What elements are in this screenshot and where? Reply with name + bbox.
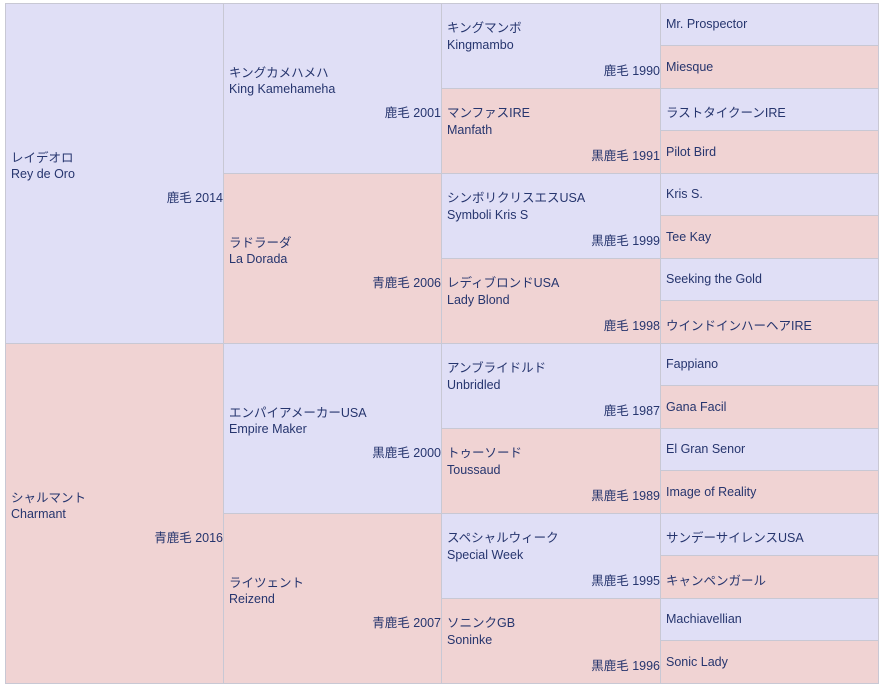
dam-cell: シャルマント Charmant 青鹿毛 2016: [5, 343, 224, 684]
coat-year: 青鹿毛 2007: [372, 616, 441, 630]
coat-year: 鹿毛 2001: [384, 106, 441, 120]
coat-year: 鹿毛 1987: [603, 404, 660, 418]
horse-name-en: Kingmambo: [447, 38, 514, 52]
horse-name-en: Symboli Kris S: [447, 208, 529, 222]
horse-name-en: Charmant: [11, 507, 66, 521]
horse-name-en: Soninke: [447, 633, 493, 647]
horse-name-en: Reizend: [229, 592, 275, 606]
dam-dam-cell: ライツェント Reizend 青鹿毛 2007: [223, 513, 442, 684]
coat-year: 鹿毛 2014: [166, 191, 223, 205]
gen4-cell: キャンペンガール: [660, 555, 879, 599]
coat-year: 黒鹿毛 1989: [591, 489, 660, 503]
horse-name-jp[interactable]: ラドラーダ: [229, 236, 292, 250]
horse-name-jp[interactable]: ライツェント: [229, 576, 305, 590]
gen3-cell: ソニンクGB Soninke 黒鹿毛 1996: [441, 598, 661, 684]
gen4-cell: Tee Kay: [660, 215, 879, 259]
horse-name-jp[interactable]: キングカメハメハ: [229, 66, 329, 80]
horse-name-en: King Kamehameha: [229, 82, 336, 96]
horse-name-en: Toussaud: [447, 463, 501, 477]
horse-name-jp[interactable]: ソニンクGB: [447, 616, 516, 630]
gen4-cell: Kris S.: [660, 173, 879, 216]
horse-name[interactable]: Pilot Bird: [666, 145, 717, 159]
sire-dam-cell: ラドラーダ La Dorada 青鹿毛 2006: [223, 173, 442, 344]
horse-name[interactable]: Miesque: [666, 60, 714, 74]
coat-year: 黒鹿毛 1991: [591, 149, 660, 163]
gen3-cell: キングマンボ Kingmambo 鹿毛 1990: [441, 3, 661, 89]
gen4-cell: Machiavellian: [660, 598, 879, 641]
coat-year: 黒鹿毛 1999: [591, 234, 660, 248]
horse-name[interactable]: Tee Kay: [666, 230, 712, 244]
gen3-cell: スペシャルウィーク Special Week 黒鹿毛 1995: [441, 513, 661, 599]
horse-name-en: Special Week: [447, 548, 524, 562]
coat-year: 黒鹿毛 2000: [372, 446, 441, 460]
horse-name-jp[interactable]: エンパイアメーカーUSA: [229, 406, 367, 420]
gen4-cell: Miesque: [660, 45, 879, 89]
coat-year: 黒鹿毛 1995: [591, 574, 660, 588]
horse-name[interactable]: Machiavellian: [666, 612, 742, 626]
gen4-cell: Seeking the Gold: [660, 258, 879, 301]
horse-name-en: Empire Maker: [229, 422, 307, 436]
gen4-cell: Mr. Prospector: [660, 3, 879, 46]
horse-name-jp[interactable]: キングマンボ: [447, 21, 522, 35]
gen4-cell: Image of Reality: [660, 470, 879, 514]
gen3-cell: レディブロンドUSA Lady Blond 鹿毛 1998: [441, 258, 661, 344]
dam-sire-cell: エンパイアメーカーUSA Empire Maker 黒鹿毛 2000: [223, 343, 442, 514]
horse-name-en: Lady Blond: [447, 293, 510, 307]
horse-name[interactable]: Gana Facil: [666, 400, 727, 414]
gen3-cell: シンボリクリスエスUSA Symboli Kris S 黒鹿毛 1999: [441, 173, 661, 259]
horse-name[interactable]: Fappiano: [666, 357, 719, 371]
coat-year: 黒鹿毛 1996: [591, 659, 660, 673]
gen4-cell: El Gran Senor: [660, 428, 879, 471]
horse-name[interactable]: ウインドインハーヘアIRE: [666, 319, 812, 333]
coat-year: 鹿毛 1998: [603, 319, 660, 333]
horse-name-en: Unbridled: [447, 378, 501, 392]
horse-name-jp[interactable]: シンボリクリスエスUSA: [447, 191, 586, 205]
gen4-cell: Fappiano: [660, 343, 879, 386]
horse-name[interactable]: El Gran Senor: [666, 442, 746, 456]
gen4-cell: Sonic Lady: [660, 640, 879, 684]
gen4-cell: Pilot Bird: [660, 130, 879, 174]
horse-name-jp[interactable]: トゥーソード: [447, 446, 523, 460]
sire-cell: レイデオロ Rey de Oro 鹿毛 2014: [5, 3, 224, 344]
horse-name-jp[interactable]: シャルマント: [11, 491, 87, 505]
horse-name-en: La Dorada: [229, 252, 288, 266]
horse-name-jp[interactable]: レイデオロ: [11, 151, 74, 165]
sire-sire-cell: キングカメハメハ King Kamehameha 鹿毛 2001: [223, 3, 442, 174]
horse-name[interactable]: ラストタイクーンIRE: [666, 106, 786, 120]
horse-name-jp[interactable]: レディブロンドUSA: [447, 276, 560, 290]
coat-year: 青鹿毛 2016: [154, 531, 223, 545]
gen4-cell: ラストタイクーンIRE: [660, 88, 879, 131]
coat-year: 青鹿毛 2006: [372, 276, 441, 290]
horse-name-jp[interactable]: スペシャルウィーク: [447, 531, 559, 545]
horse-name[interactable]: サンデーサイレンスUSA: [666, 531, 804, 545]
horse-name-jp[interactable]: アンブライドルド: [447, 361, 547, 375]
horse-name[interactable]: キャンペンガール: [666, 574, 767, 588]
gen3-cell: アンブライドルド Unbridled 鹿毛 1987: [441, 343, 661, 429]
gen3-cell: トゥーソード Toussaud 黒鹿毛 1989: [441, 428, 661, 514]
horse-name-en: Manfath: [447, 123, 493, 137]
gen4-cell: Gana Facil: [660, 385, 879, 429]
horse-name-jp[interactable]: マンファスIRE: [447, 106, 530, 120]
gen4-cell: ウインドインハーヘアIRE: [660, 300, 879, 344]
horse-name-en: Rey de Oro: [11, 167, 75, 181]
horse-name[interactable]: Sonic Lady: [666, 655, 728, 669]
horse-name[interactable]: Image of Reality: [666, 485, 757, 499]
gen3-cell: マンファスIRE Manfath 黒鹿毛 1991: [441, 88, 661, 174]
coat-year: 鹿毛 1990: [603, 64, 660, 78]
gen4-cell: サンデーサイレンスUSA: [660, 513, 879, 556]
horse-name[interactable]: Kris S.: [666, 187, 703, 201]
horse-name[interactable]: Mr. Prospector: [666, 17, 748, 31]
horse-name[interactable]: Seeking the Gold: [666, 272, 762, 286]
